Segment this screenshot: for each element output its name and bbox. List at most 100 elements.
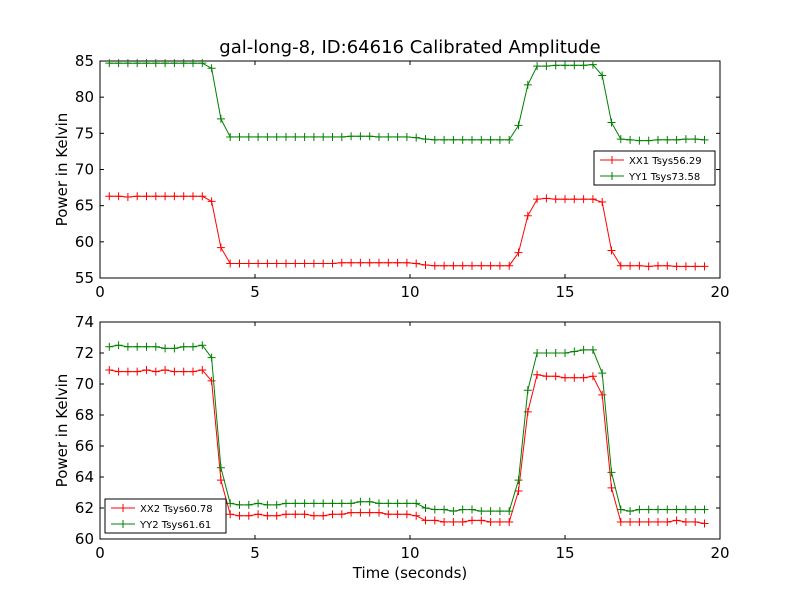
data-point [598, 390, 607, 399]
data-point [663, 517, 672, 526]
data-point [114, 367, 123, 376]
data-point [133, 367, 142, 376]
data-point [570, 195, 579, 204]
data-point [300, 499, 309, 508]
data-point [244, 500, 253, 509]
data-point [412, 511, 421, 520]
data-point [207, 64, 216, 73]
data-point [421, 135, 430, 144]
data-point [421, 260, 430, 269]
data-point [375, 508, 383, 517]
data-point [663, 505, 672, 514]
data-point [216, 243, 225, 252]
data-point [468, 505, 476, 514]
data-point [319, 511, 328, 520]
data-point [458, 135, 467, 144]
data-point [133, 342, 142, 351]
data-point [291, 259, 300, 268]
data-point [198, 59, 207, 68]
data-point [533, 349, 542, 357]
data-point [533, 370, 542, 379]
data-point [449, 517, 458, 526]
data-point [263, 511, 272, 520]
y-tick-label: 66 [75, 437, 94, 455]
data-point [588, 345, 597, 354]
data-point [691, 517, 700, 526]
data-point [412, 499, 421, 508]
data-point [514, 121, 523, 130]
data-point [672, 262, 681, 271]
data-point [505, 261, 514, 270]
data-point [440, 505, 449, 514]
data-point [263, 259, 272, 268]
data-point [430, 135, 439, 144]
data-point [170, 367, 179, 376]
y-axis-label: Power in Kelvin [53, 374, 71, 488]
data-point [458, 505, 467, 514]
data-point [486, 261, 495, 270]
data-point [449, 507, 458, 516]
data-point [616, 505, 625, 514]
data-point [700, 505, 709, 514]
data-point [681, 505, 690, 514]
data-point [551, 195, 560, 204]
data-point [375, 499, 383, 508]
data-point [337, 258, 346, 267]
data-point [254, 499, 263, 508]
data-point [561, 373, 569, 382]
y-tick-label: 62 [75, 499, 94, 517]
data-point [561, 349, 569, 357]
data-point [300, 510, 309, 519]
data-point [282, 259, 290, 268]
data-point [607, 468, 616, 477]
legend-label: YY1 Tsys73.58 [628, 172, 700, 183]
data-point [672, 505, 681, 514]
data-point [588, 60, 597, 69]
data-point [514, 248, 523, 257]
data-point [579, 61, 588, 70]
data-point [244, 132, 253, 141]
data-point [412, 259, 421, 268]
data-point [440, 135, 449, 144]
data-point [533, 62, 542, 71]
data-point [579, 373, 588, 382]
data-point [272, 259, 281, 268]
y-tick-label: 70 [75, 161, 94, 179]
data-point [551, 61, 560, 70]
data-point [523, 80, 532, 89]
data-point [598, 71, 607, 80]
data-point [337, 510, 346, 519]
legend-box [104, 498, 227, 534]
data-point [365, 132, 374, 141]
data-point [700, 519, 709, 528]
y-tick-label: 74 [75, 313, 94, 331]
data-point [644, 262, 653, 271]
data-point [179, 59, 188, 68]
data-point [226, 510, 235, 519]
data-point [626, 261, 635, 270]
legend-marker [608, 172, 616, 180]
data-point [700, 135, 709, 144]
y-axis-label: Power in Kelvin [53, 113, 71, 227]
data-point [495, 517, 504, 526]
data-point [579, 195, 588, 204]
x-tick-label: 0 [95, 544, 105, 562]
data-point [384, 132, 393, 141]
data-point [616, 135, 625, 144]
data-point [477, 516, 486, 525]
data-point [579, 345, 588, 354]
data-point [244, 511, 253, 520]
y-tick-label: 75 [75, 124, 94, 142]
x-axis-label: Time (seconds) [352, 564, 468, 582]
data-point [514, 486, 523, 495]
legend-label: YY2 Tsys61.61 [139, 520, 211, 531]
data-point [328, 510, 337, 519]
data-point [189, 59, 197, 68]
data-point [216, 463, 225, 472]
data-point [282, 132, 290, 141]
data-point [588, 372, 597, 381]
data-point [142, 342, 151, 351]
data-point [151, 367, 160, 376]
data-point [440, 261, 449, 270]
